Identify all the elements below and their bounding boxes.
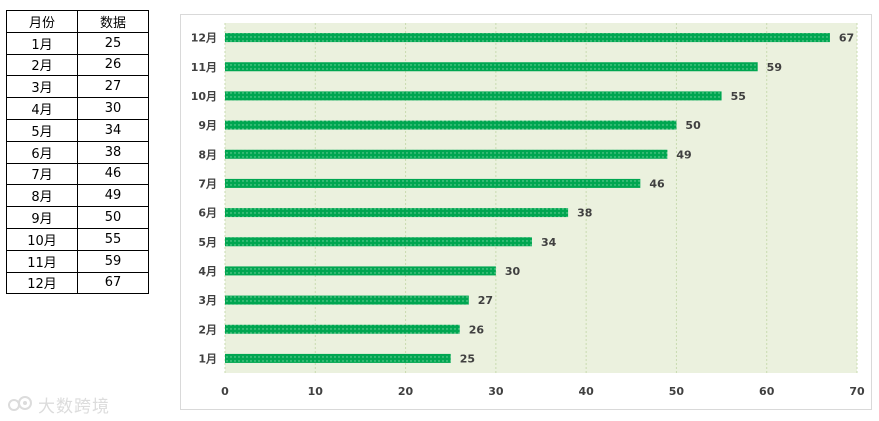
y-tick-label: 4月 bbox=[198, 265, 217, 278]
watermark-logo-icon bbox=[8, 395, 32, 411]
table-row: 12月 67 bbox=[6, 271, 149, 295]
header-value: 数据 bbox=[77, 10, 149, 33]
value-cell: 50 bbox=[77, 206, 149, 229]
data-label: 27 bbox=[478, 294, 493, 307]
data-label: 38 bbox=[577, 207, 592, 220]
month-cell: 6月 bbox=[6, 140, 78, 164]
month-cell: 11月 bbox=[6, 249, 78, 273]
bar bbox=[225, 295, 469, 305]
y-tick-label: 7月 bbox=[198, 177, 217, 190]
value-cell: 26 bbox=[77, 53, 149, 77]
watermark: 大数跨境 bbox=[8, 392, 110, 417]
x-tick-label: 70 bbox=[849, 385, 865, 398]
value-cell: 67 bbox=[77, 271, 149, 295]
value-cell: 25 bbox=[77, 31, 149, 55]
data-label: 67 bbox=[839, 32, 854, 45]
data-label: 34 bbox=[541, 236, 557, 249]
value-cell: 59 bbox=[77, 249, 149, 273]
table-row: 11月 59 bbox=[6, 249, 149, 273]
data-label: 26 bbox=[469, 323, 485, 336]
y-tick-label: 10月 bbox=[191, 90, 217, 103]
table-row: 2月 26 bbox=[6, 53, 149, 77]
data-label: 30 bbox=[505, 265, 521, 278]
bar bbox=[225, 120, 677, 130]
bar bbox=[225, 91, 722, 101]
y-tick-label: 12月 bbox=[191, 32, 217, 45]
value-cell: 38 bbox=[77, 140, 149, 164]
table-row: 5月 34 bbox=[6, 118, 149, 142]
y-tick-label: 5月 bbox=[198, 236, 217, 249]
y-tick-label: 1月 bbox=[198, 352, 217, 365]
table-row: 3月 27 bbox=[6, 75, 149, 99]
data-label: 50 bbox=[685, 119, 701, 132]
y-tick-label: 9月 bbox=[198, 119, 217, 132]
data-table: 月份 数据 1月 25 2月 26 3月 27 4月 30 5月 34 6月 38 7月 46 8月 49 9月… bbox=[6, 10, 149, 295]
table-row: 4月 30 bbox=[6, 97, 149, 120]
bar bbox=[225, 353, 451, 363]
x-tick-label: 20 bbox=[398, 385, 414, 398]
month-cell: 5月 bbox=[6, 118, 78, 142]
bar bbox=[225, 208, 569, 218]
table-body: 1月 25 2月 26 3月 27 4月 30 5月 34 6月 38 7月 46 8月 49 9月 50 10月 5… bbox=[6, 31, 149, 295]
value-cell: 49 bbox=[77, 184, 149, 208]
labels: 0 10 20 30 40 50 60 70 1月 25 2月 26 3月 27 4月 30 5月 34 6月 38 7… bbox=[191, 32, 865, 398]
bar bbox=[225, 178, 641, 188]
y-tick-label: 2月 bbox=[198, 323, 217, 336]
data-label: 55 bbox=[731, 90, 746, 103]
table-row: 8月 49 bbox=[6, 184, 149, 208]
table-row: 7月 46 bbox=[6, 162, 149, 186]
y-tick-label: 3月 bbox=[198, 294, 217, 307]
bar bbox=[225, 237, 532, 247]
bar bbox=[225, 33, 830, 43]
data-label: 49 bbox=[676, 148, 691, 161]
month-cell: 2月 bbox=[6, 53, 78, 77]
month-cell: 9月 bbox=[6, 206, 78, 229]
bar bbox=[225, 62, 758, 72]
bars bbox=[225, 33, 830, 363]
month-cell: 8月 bbox=[6, 184, 78, 208]
x-tick-label: 50 bbox=[669, 385, 685, 398]
bar bbox=[225, 266, 496, 276]
value-cell: 27 bbox=[77, 75, 149, 99]
data-label: 25 bbox=[460, 352, 475, 365]
x-tick-label: 40 bbox=[578, 385, 594, 398]
table-row: 10月 55 bbox=[6, 227, 149, 251]
table-header-row: 月份 数据 bbox=[6, 10, 149, 33]
bar bbox=[225, 324, 460, 334]
y-tick-label: 6月 bbox=[198, 207, 217, 220]
x-tick-label: 60 bbox=[759, 385, 775, 398]
month-cell: 7月 bbox=[6, 162, 78, 186]
month-cell: 12月 bbox=[6, 271, 78, 295]
month-cell: 3月 bbox=[6, 75, 78, 99]
header-month: 月份 bbox=[6, 10, 78, 33]
value-cell: 30 bbox=[77, 97, 149, 120]
value-cell: 55 bbox=[77, 227, 149, 251]
bar bbox=[225, 149, 668, 159]
month-cell: 1月 bbox=[6, 31, 78, 55]
plot-background bbox=[225, 23, 857, 373]
value-cell: 34 bbox=[77, 118, 149, 142]
x-tick-label: 10 bbox=[308, 385, 324, 398]
table-row: 6月 38 bbox=[6, 140, 149, 164]
chart-area: 0 10 20 30 40 50 60 70 1月 25 2月 26 3月 27 4月 30 5月 34 6月 38 7… bbox=[180, 14, 872, 410]
value-cell: 46 bbox=[77, 162, 149, 186]
table-row: 1月 25 bbox=[6, 31, 149, 55]
x-tick-label: 30 bbox=[488, 385, 504, 398]
bar-chart: 0 10 20 30 40 50 60 70 1月 25 2月 26 3月 27 4月 30 5月 34 6月 38 7… bbox=[191, 23, 865, 398]
data-label: 59 bbox=[767, 61, 782, 74]
x-tick-label: 0 bbox=[221, 385, 229, 398]
data-label: 46 bbox=[649, 177, 665, 190]
y-tick-label: 11月 bbox=[191, 61, 217, 74]
month-cell: 10月 bbox=[6, 227, 78, 251]
watermark-text: 大数跨境 bbox=[38, 397, 110, 417]
table-row: 9月 50 bbox=[6, 206, 149, 229]
y-tick-label: 8月 bbox=[198, 148, 217, 161]
month-cell: 4月 bbox=[6, 97, 78, 120]
